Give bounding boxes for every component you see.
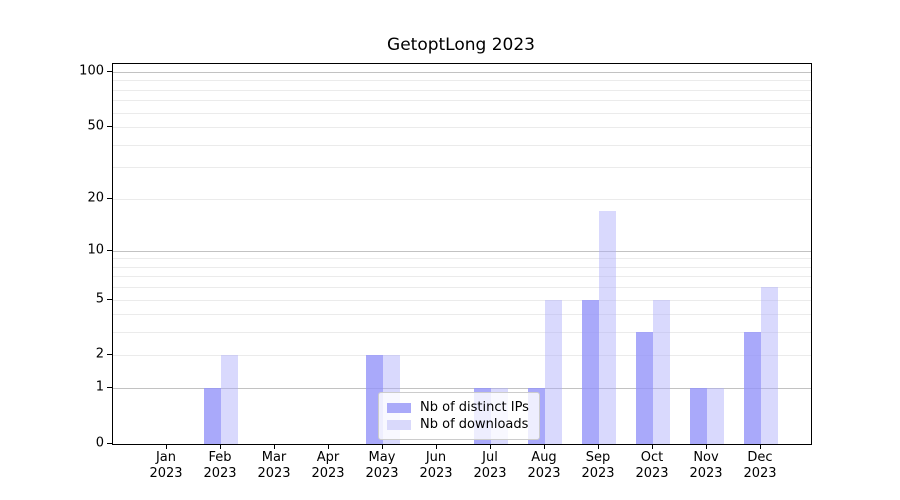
- y-tick-label: 10: [87, 242, 104, 258]
- y-tick-label: 5: [95, 291, 104, 307]
- x-tick-label: Jun 2023: [419, 450, 453, 481]
- y-tick-label: 2: [95, 346, 104, 362]
- gridline-minor: [113, 299, 811, 301]
- x-tick-label: Jul 2023: [473, 450, 507, 481]
- x-tick: [382, 444, 383, 449]
- x-tick-label: Dec 2023: [743, 450, 777, 481]
- gridline-major: [113, 250, 811, 252]
- gridline-minor: [113, 287, 811, 289]
- x-tick: [490, 444, 491, 449]
- legend-label-distinct-ips: Nb of distinct IPs: [420, 400, 529, 415]
- x-tick: [598, 444, 599, 449]
- y-tick-label: 0: [95, 435, 104, 451]
- y-tick: [107, 387, 112, 389]
- bar-downloads: [653, 299, 670, 444]
- gridline-minor: [113, 89, 811, 91]
- legend-swatch-distinct-ips: [387, 402, 411, 413]
- gridline-minor: [113, 332, 811, 334]
- plot-area: [112, 63, 812, 445]
- x-tick: [436, 444, 437, 449]
- bar-downloads: [545, 299, 562, 444]
- x-tick-label: Oct 2023: [635, 450, 669, 481]
- y-tick-label: 100: [79, 63, 104, 79]
- x-tick: [652, 444, 653, 449]
- y-tick: [107, 197, 112, 199]
- y-tick-label: 50: [87, 118, 104, 134]
- y-tick-label: 1: [95, 379, 104, 395]
- y-tick: [107, 443, 112, 444]
- y-tick-label: 20: [87, 190, 104, 206]
- x-tick: [274, 444, 275, 449]
- gridline-minor: [113, 258, 811, 260]
- gridline-major: [113, 388, 811, 390]
- legend-label-downloads: Nb of downloads: [420, 417, 529, 432]
- bar-distinct-ips: [582, 299, 599, 444]
- chart-title: GetoptLong 2023: [387, 35, 535, 55]
- x-tick: [760, 444, 761, 449]
- y-tick: [107, 249, 112, 251]
- gridline-minor: [113, 314, 811, 316]
- gridline-minor: [113, 112, 811, 114]
- legend-item-downloads: Nb of downloads: [387, 416, 529, 433]
- gridline-major: [113, 72, 811, 73]
- gridline-minor: [113, 198, 811, 200]
- x-tick-label: Aug 2023: [527, 450, 561, 481]
- legend: Nb of distinct IPs Nb of downloads: [378, 392, 540, 440]
- x-tick-label: Mar 2023: [257, 450, 291, 481]
- x-tick: [544, 444, 545, 449]
- y-tick: [107, 354, 112, 356]
- y-tick: [107, 298, 112, 300]
- x-tick-label: Sep 2023: [581, 450, 615, 481]
- x-tick-label: May 2023: [365, 450, 399, 481]
- bar-downloads: [599, 211, 616, 444]
- gridline-minor: [113, 80, 811, 82]
- x-tick: [166, 444, 167, 449]
- x-tick-label: Feb 2023: [203, 450, 237, 481]
- y-tick: [107, 126, 112, 128]
- bar-distinct-ips: [636, 332, 653, 444]
- bar-downloads: [707, 388, 724, 444]
- bar-distinct-ips: [744, 332, 761, 444]
- gridline-minor: [113, 144, 811, 146]
- gridline-minor: [113, 355, 811, 357]
- legend-item-distinct-ips: Nb of distinct IPs: [387, 399, 529, 416]
- legend-swatch-downloads: [387, 419, 411, 430]
- x-tick-label: Jan 2023: [149, 450, 183, 481]
- gridline-minor: [113, 100, 811, 102]
- bar-downloads: [221, 355, 238, 444]
- x-tick-label: Nov 2023: [689, 450, 723, 481]
- bar-distinct-ips: [204, 388, 221, 444]
- x-tick: [706, 444, 707, 449]
- x-tick: [220, 444, 221, 449]
- x-tick-label: Apr 2023: [311, 450, 345, 481]
- gridline-minor: [113, 266, 811, 268]
- bar-downloads: [761, 287, 778, 444]
- y-tick: [107, 71, 112, 72]
- gridline-minor: [113, 127, 811, 129]
- bar-distinct-ips: [690, 388, 707, 444]
- gridline-minor: [113, 167, 811, 169]
- gridline-minor: [113, 276, 811, 278]
- x-tick: [328, 444, 329, 449]
